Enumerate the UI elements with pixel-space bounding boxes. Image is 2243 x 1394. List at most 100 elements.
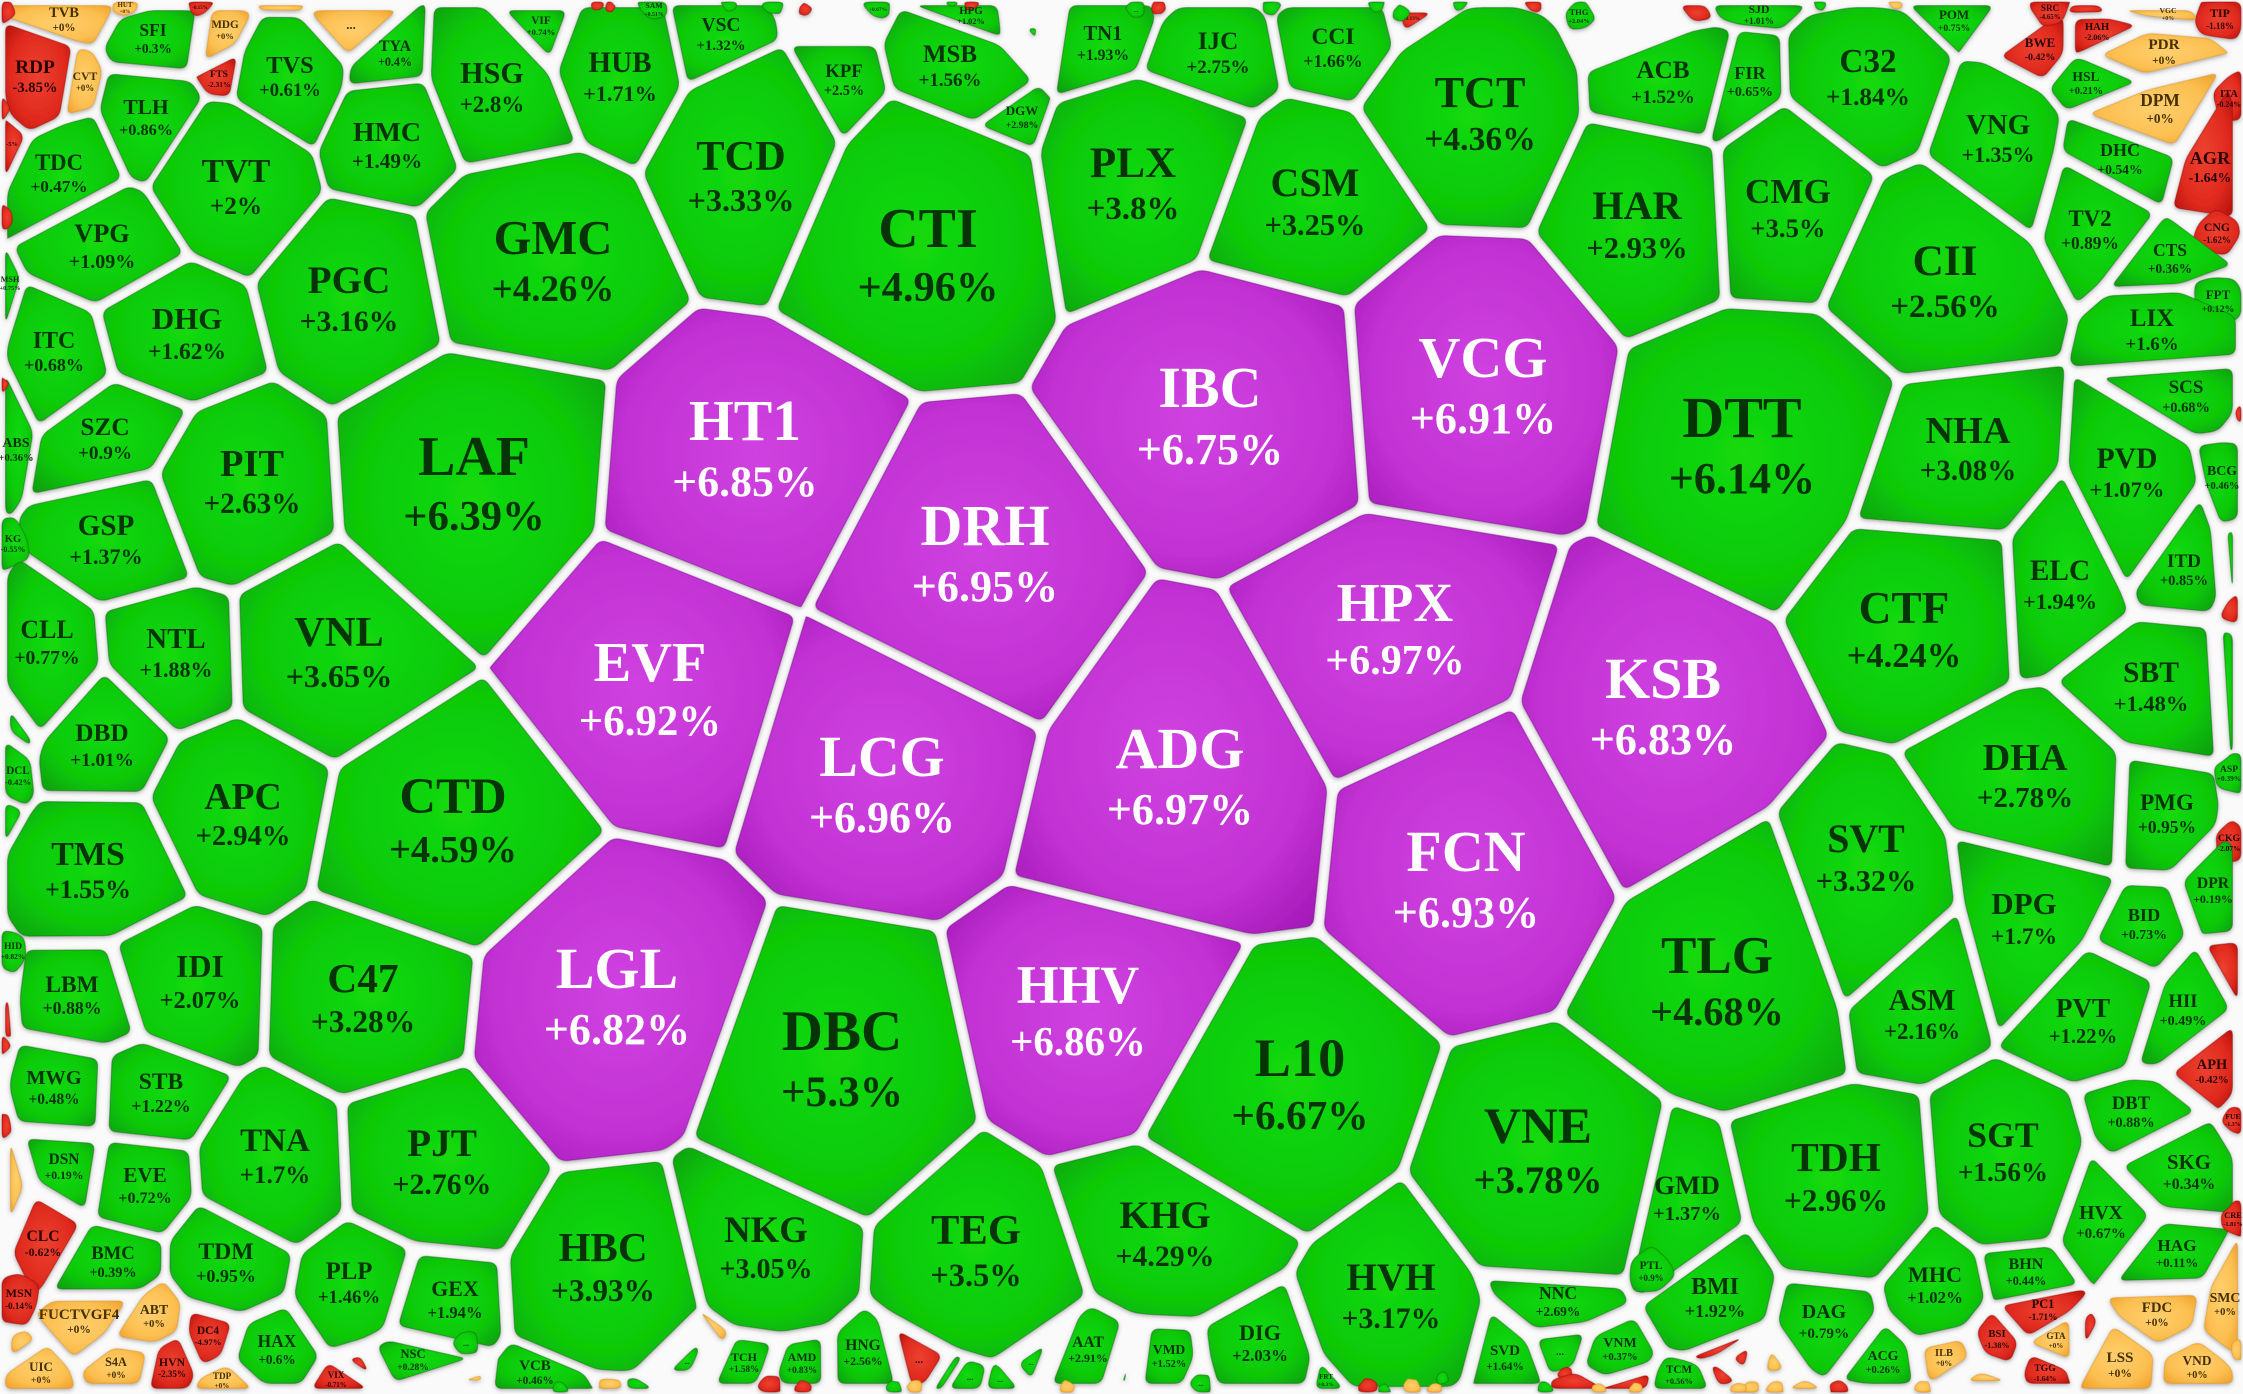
svg-text:NHA: NHA	[1925, 410, 2010, 452]
svg-text:TNA: TNA	[240, 1123, 310, 1159]
svg-text:IDI: IDI	[176, 948, 224, 984]
svg-text:+2.56%: +2.56%	[843, 1354, 882, 1368]
svg-text:+0.95%: +0.95%	[2138, 817, 2196, 837]
svg-text:ITA: ITA	[2220, 89, 2238, 100]
svg-text:+0.83%: +0.83%	[787, 1365, 817, 1375]
svg-text:-1.3%: -1.3%	[2226, 1122, 2241, 1128]
svg-text:+1.94%: +1.94%	[427, 1303, 482, 1322]
svg-text:ASM: ASM	[1888, 983, 1955, 1017]
svg-text:STB: STB	[139, 1069, 184, 1095]
svg-text:BSI: BSI	[1988, 1328, 2005, 1340]
svg-text:HBC: HBC	[558, 1224, 647, 1270]
svg-text:AAT: AAT	[1072, 1334, 1104, 1351]
svg-text:ABS: ABS	[2, 436, 29, 451]
svg-text:SJD: SJD	[1749, 2, 1770, 16]
svg-text:+6.97%: +6.97%	[1325, 638, 1464, 684]
svg-text:+2.78%: +2.78%	[1977, 782, 2073, 814]
svg-text:+1.66%: +1.66%	[1303, 51, 1362, 71]
svg-text:+1.56%: +1.56%	[919, 70, 982, 91]
svg-text:RDP: RDP	[15, 57, 55, 78]
svg-text:TLH: TLH	[123, 95, 169, 119]
svg-text:ASP: ASP	[2220, 764, 2238, 775]
svg-text:VSC: VSC	[701, 15, 740, 36]
svg-text:MSH: MSH	[1, 275, 20, 284]
svg-text:CNG: CNG	[2204, 220, 2230, 234]
svg-text:HPG: HPG	[959, 5, 983, 17]
svg-text:HAR: HAR	[1592, 183, 1682, 228]
svg-text:PTL: PTL	[1640, 1258, 1663, 1272]
svg-text:ITD: ITD	[2167, 551, 2201, 572]
svg-text:+6.82%: +6.82%	[544, 1005, 690, 1054]
svg-text:+2.16%: +2.16%	[1884, 1019, 1960, 1044]
svg-text:TCH: TCH	[731, 1350, 758, 1364]
svg-text:FDC: FDC	[2142, 1300, 2172, 1316]
svg-text:+2.56%: +2.56%	[1890, 289, 2000, 325]
svg-text:TV2: TV2	[2068, 206, 2111, 231]
svg-text:-1.62%: -1.62%	[2203, 235, 2231, 245]
svg-text:BWE: BWE	[2025, 35, 2056, 50]
svg-text:-2.06%: -2.06%	[2085, 33, 2110, 42]
svg-text:DIG: DIG	[1239, 1320, 1281, 1345]
svg-text:TDC: TDC	[35, 150, 83, 175]
svg-text:+3.28%: +3.28%	[311, 1004, 415, 1039]
svg-text:...: ...	[967, 1372, 974, 1382]
svg-text:+1.22%: +1.22%	[131, 1096, 190, 1116]
svg-text:+0.88%: +0.88%	[2107, 1115, 2154, 1131]
svg-text:+1.48%: +1.48%	[2114, 691, 2189, 716]
svg-text:GSP: GSP	[78, 510, 135, 542]
svg-text:+0%: +0%	[106, 1371, 125, 1381]
svg-text:+1.52%: +1.52%	[1152, 1359, 1187, 1370]
svg-text:FUCTVGF4: FUCTVGF4	[39, 1307, 120, 1323]
svg-text:+2.07%: +2.07%	[160, 987, 241, 1014]
svg-text:HVX: HVX	[2079, 1202, 2123, 1224]
svg-text:KHG: KHG	[1119, 1194, 1210, 1237]
svg-text:FIR: FIR	[1734, 63, 1766, 83]
svg-text:BMI: BMI	[1691, 1274, 1739, 1300]
svg-text:CVT: CVT	[73, 70, 98, 83]
svg-text:PC1: PC1	[2032, 1297, 2055, 1311]
svg-text:+0.79%: +0.79%	[1799, 1325, 1849, 1342]
svg-text:NNC: NNC	[1539, 1283, 1577, 1303]
svg-text:ELC: ELC	[2030, 555, 2090, 587]
svg-text:+0.73%: +0.73%	[2121, 928, 2167, 943]
svg-text:TN1: TN1	[1084, 23, 1123, 45]
svg-text:SBT: SBT	[2123, 657, 2179, 689]
svg-text:TDM: TDM	[198, 1239, 253, 1265]
svg-text:CTF: CTF	[1859, 583, 1950, 633]
svg-text:+0%: +0%	[2108, 1368, 2132, 1380]
svg-text:PJT: PJT	[407, 1121, 477, 1165]
svg-text:MSN: MSN	[6, 1286, 33, 1300]
svg-text:BID: BID	[2128, 905, 2161, 925]
svg-text:TDH: TDH	[1791, 1134, 1881, 1180]
svg-text:+6.67%: +6.67%	[1231, 1092, 1368, 1138]
svg-text:+0%: +0%	[216, 31, 234, 41]
svg-text:DTT: DTT	[1682, 385, 1801, 450]
svg-text:CKG: CKG	[2218, 833, 2241, 844]
svg-text:PDR: PDR	[2148, 36, 2180, 53]
svg-text:+1.02%: +1.02%	[1907, 1288, 1963, 1307]
svg-text:+4.59%: +4.59%	[389, 829, 517, 871]
svg-text:+0.67%: +0.67%	[2076, 1226, 2126, 1242]
svg-text:ILB: ILB	[1935, 1348, 1953, 1359]
svg-text:+1.62%: +1.62%	[148, 339, 226, 365]
svg-text:-1.81%: -1.81%	[2223, 1221, 2242, 1228]
svg-text:+1.6%: +1.6%	[2125, 334, 2178, 355]
svg-text:+0.54%: +0.54%	[2097, 162, 2142, 177]
svg-text:+3.93%: +3.93%	[551, 1273, 655, 1308]
svg-text:+0.12%: +0.12%	[2202, 304, 2235, 315]
svg-text:-5%: -5%	[6, 141, 18, 148]
svg-text:-4.65%: -4.65%	[2039, 14, 2060, 21]
svg-text:HVN: HVN	[159, 1355, 186, 1369]
svg-text:CII: CII	[1912, 237, 1977, 285]
svg-text:+0.48%: +0.48%	[28, 1091, 79, 1108]
svg-text:DBT: DBT	[2112, 1093, 2151, 1114]
svg-text:CSM: CSM	[1271, 160, 1360, 205]
svg-text:ABT: ABT	[140, 1302, 168, 1317]
svg-text:TCT: TCT	[1435, 68, 1526, 117]
svg-text:HMC: HMC	[353, 117, 421, 148]
svg-text:FTS: FTS	[210, 69, 229, 80]
svg-text:+1.01%: +1.01%	[1744, 16, 1774, 26]
svg-text:+0.39%: +0.39%	[2217, 774, 2241, 783]
svg-text:APH: APH	[2197, 1057, 2227, 1073]
svg-text:+0.39%: +0.39%	[89, 1265, 136, 1281]
